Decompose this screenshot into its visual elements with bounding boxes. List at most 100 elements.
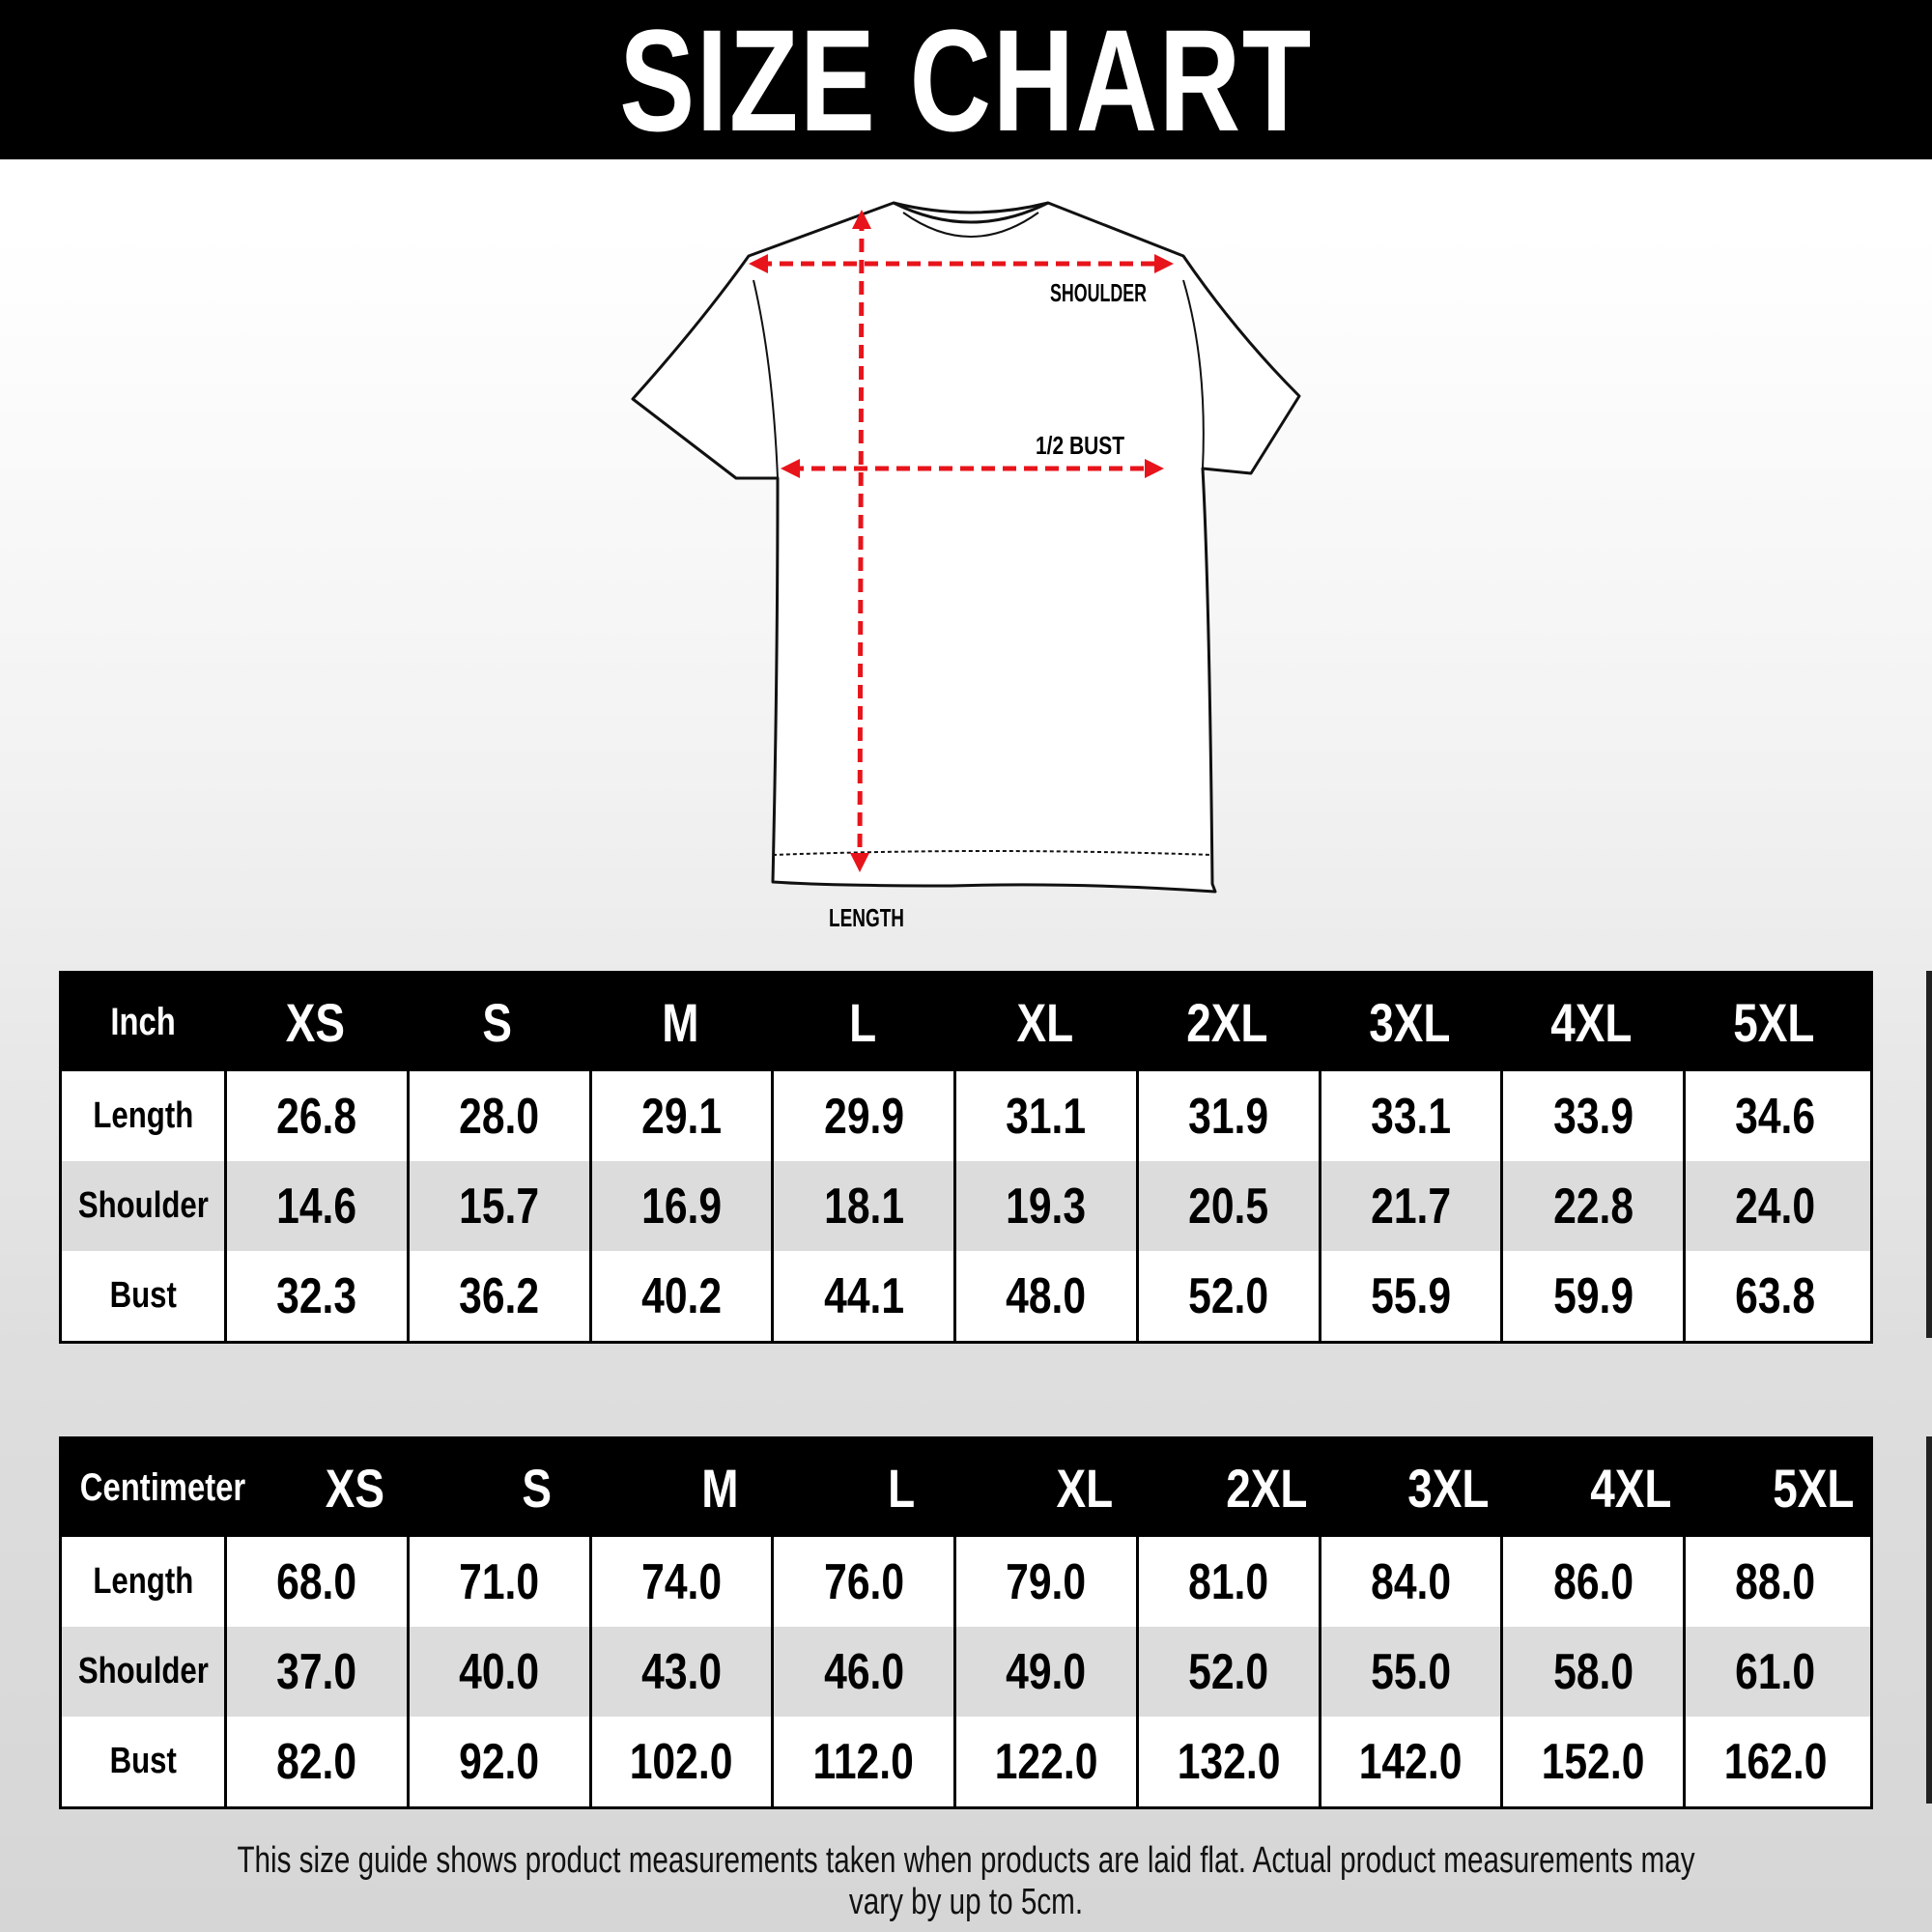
measurement-cell: 36.2 — [406, 1251, 589, 1341]
measurement-cell: 88.0 — [1683, 1537, 1865, 1627]
table-row: Shoulder 37.0 40.0 43.0 46.0 49.0 52.0 55.0 58.0… — [62, 1627, 1870, 1717]
measurement-cell: 132.0 — [1135, 1717, 1319, 1806]
measurement-cell: 40.2 — [588, 1251, 772, 1341]
measurement-cell: 52.0 — [1135, 1251, 1319, 1341]
size-header: M — [661, 992, 699, 1053]
measurement-cell: 71.0 — [406, 1537, 589, 1627]
table-row: Bust 82.0 92.0 102.0 112.0 122.0 132.0 142.0 152… — [62, 1717, 1870, 1806]
measurement-cell: 18.1 — [771, 1161, 953, 1251]
measurement-cell: 142.0 — [1318, 1717, 1501, 1806]
size-header: L — [848, 992, 876, 1053]
measurement-cell: 33.1 — [1318, 1071, 1501, 1161]
size-header: S — [482, 992, 513, 1053]
measurement-cell: 61.0 — [1683, 1627, 1865, 1717]
row-label: Length — [93, 1095, 193, 1136]
measurement-cell: 14.6 — [224, 1161, 407, 1251]
measurement-cell: 29.9 — [771, 1071, 953, 1161]
measurement-cell: 37.0 — [224, 1627, 407, 1717]
size-header: 3XL — [1368, 992, 1450, 1053]
size-header: 4XL — [1590, 1458, 1672, 1519]
measurement-cell: 48.0 — [953, 1251, 1136, 1341]
row-label: Length — [93, 1561, 193, 1602]
table-row: Bust 32.3 36.2 40.2 44.1 48.0 52.0 55.9 59.9 63.8 — [62, 1251, 1870, 1341]
measurement-cell: 43.0 — [588, 1627, 772, 1717]
measurement-cell: 24.0 — [1683, 1161, 1865, 1251]
table-row: Length 68.0 71.0 74.0 76.0 79.0 81.0 84.0 86.0 88… — [62, 1537, 1870, 1627]
tshirt-diagram: SHOULDER 1/2 BUST LENGTH — [631, 201, 1301, 932]
centimeter-size-table: Centimeter XS S M L XL 2XL 3XL 4XL 5XL Length 68.0 7… — [59, 1436, 1873, 1809]
size-header: XS — [285, 992, 345, 1053]
size-header: 2XL — [1225, 1458, 1308, 1519]
inch-size-table: Inch XS S M L XL 2XL 3XL 4XL 5XL Length 26.8 28.0 29.… — [59, 971, 1873, 1344]
table-header-row: Centimeter XS S M L XL 2XL 3XL 4XL 5XL — [62, 1439, 1870, 1537]
measurement-cell: 20.5 — [1135, 1161, 1319, 1251]
footnote: This size guide shows product measuremen… — [237, 1840, 1695, 1922]
measurement-cell: 49.0 — [953, 1627, 1136, 1717]
measurement-cell: 162.0 — [1683, 1717, 1865, 1806]
row-label: Bust — [109, 1741, 177, 1781]
measurement-cell: 102.0 — [588, 1717, 772, 1806]
size-header: 2XL — [1186, 992, 1268, 1053]
size-header: XL — [1055, 1458, 1113, 1519]
measurement-cell: 21.7 — [1318, 1161, 1501, 1251]
measurement-cell: 34.6 — [1683, 1071, 1865, 1161]
measurement-cell: 52.0 — [1135, 1627, 1319, 1717]
measurement-cell: 122.0 — [953, 1717, 1136, 1806]
measurement-cell: 81.0 — [1135, 1537, 1319, 1627]
size-header: L — [888, 1458, 916, 1519]
size-header: 5XL — [1733, 992, 1815, 1053]
measurement-cell: 92.0 — [406, 1717, 589, 1806]
measurement-cell: 16.9 — [588, 1161, 772, 1251]
measurement-cell: 86.0 — [1500, 1537, 1683, 1627]
row-label: Shoulder — [77, 1185, 209, 1226]
table-header-row: Inch XS S M L XL 2XL 3XL 4XL 5XL — [62, 974, 1870, 1071]
length-label: LENGTH — [829, 903, 904, 932]
edge-bar — [1926, 971, 1932, 1338]
measurement-cell: 76.0 — [771, 1537, 953, 1627]
measurement-cell: 58.0 — [1500, 1627, 1683, 1717]
unit-label: Centimeter — [79, 1466, 246, 1509]
measurement-cell: 74.0 — [588, 1537, 772, 1627]
measurement-cell: 31.1 — [953, 1071, 1136, 1161]
measurement-cell: 84.0 — [1318, 1537, 1501, 1627]
size-header: 4XL — [1550, 992, 1633, 1053]
bust-label: 1/2 BUST — [1036, 431, 1124, 460]
row-label: Shoulder — [77, 1651, 209, 1691]
measurement-cell: 46.0 — [771, 1627, 953, 1717]
measurement-cell: 112.0 — [771, 1717, 953, 1806]
measurement-cell: 59.9 — [1500, 1251, 1683, 1341]
shoulder-label: SHOULDER — [1050, 278, 1147, 307]
measurement-cell: 29.1 — [588, 1071, 772, 1161]
measurement-cell: 63.8 — [1683, 1251, 1865, 1341]
title-banner: SIZE CHART — [0, 0, 1932, 159]
measurement-cell: 33.9 — [1500, 1071, 1683, 1161]
measurement-cell: 22.8 — [1500, 1161, 1683, 1251]
table-row: Shoulder 14.6 15.7 16.9 18.1 19.3 20.5 21.7 22.8… — [62, 1161, 1870, 1251]
size-header: 5XL — [1773, 1458, 1855, 1519]
size-header: XL — [1016, 992, 1073, 1053]
size-header: M — [700, 1458, 738, 1519]
tshirt-outline — [631, 201, 1301, 894]
row-label: Bust — [109, 1275, 177, 1316]
measurement-cell: 68.0 — [224, 1537, 407, 1627]
unit-label: Inch — [110, 1001, 176, 1043]
measurement-cell: 79.0 — [953, 1537, 1136, 1627]
measurement-cell: 31.9 — [1135, 1071, 1319, 1161]
measurement-cell: 26.8 — [224, 1071, 407, 1161]
size-header: XS — [325, 1458, 384, 1519]
measurement-cell: 32.3 — [224, 1251, 407, 1341]
page-title: SIZE CHART — [619, 0, 1313, 161]
measurement-cell: 40.0 — [406, 1627, 589, 1717]
table-row: Length 26.8 28.0 29.1 29.9 31.1 31.9 33.1 33.9 34… — [62, 1071, 1870, 1161]
edge-bar — [1926, 1436, 1932, 1804]
measurement-cell: 44.1 — [771, 1251, 953, 1341]
measurement-cell: 55.0 — [1318, 1627, 1501, 1717]
measurement-cell: 15.7 — [406, 1161, 589, 1251]
measurement-cell: 28.0 — [406, 1071, 589, 1161]
measurement-cell: 55.9 — [1318, 1251, 1501, 1341]
measurement-cell: 152.0 — [1500, 1717, 1683, 1806]
size-header: S — [522, 1458, 553, 1519]
measurement-cell: 82.0 — [224, 1717, 407, 1806]
size-header: 3XL — [1407, 1458, 1490, 1519]
measurement-cell: 19.3 — [953, 1161, 1136, 1251]
